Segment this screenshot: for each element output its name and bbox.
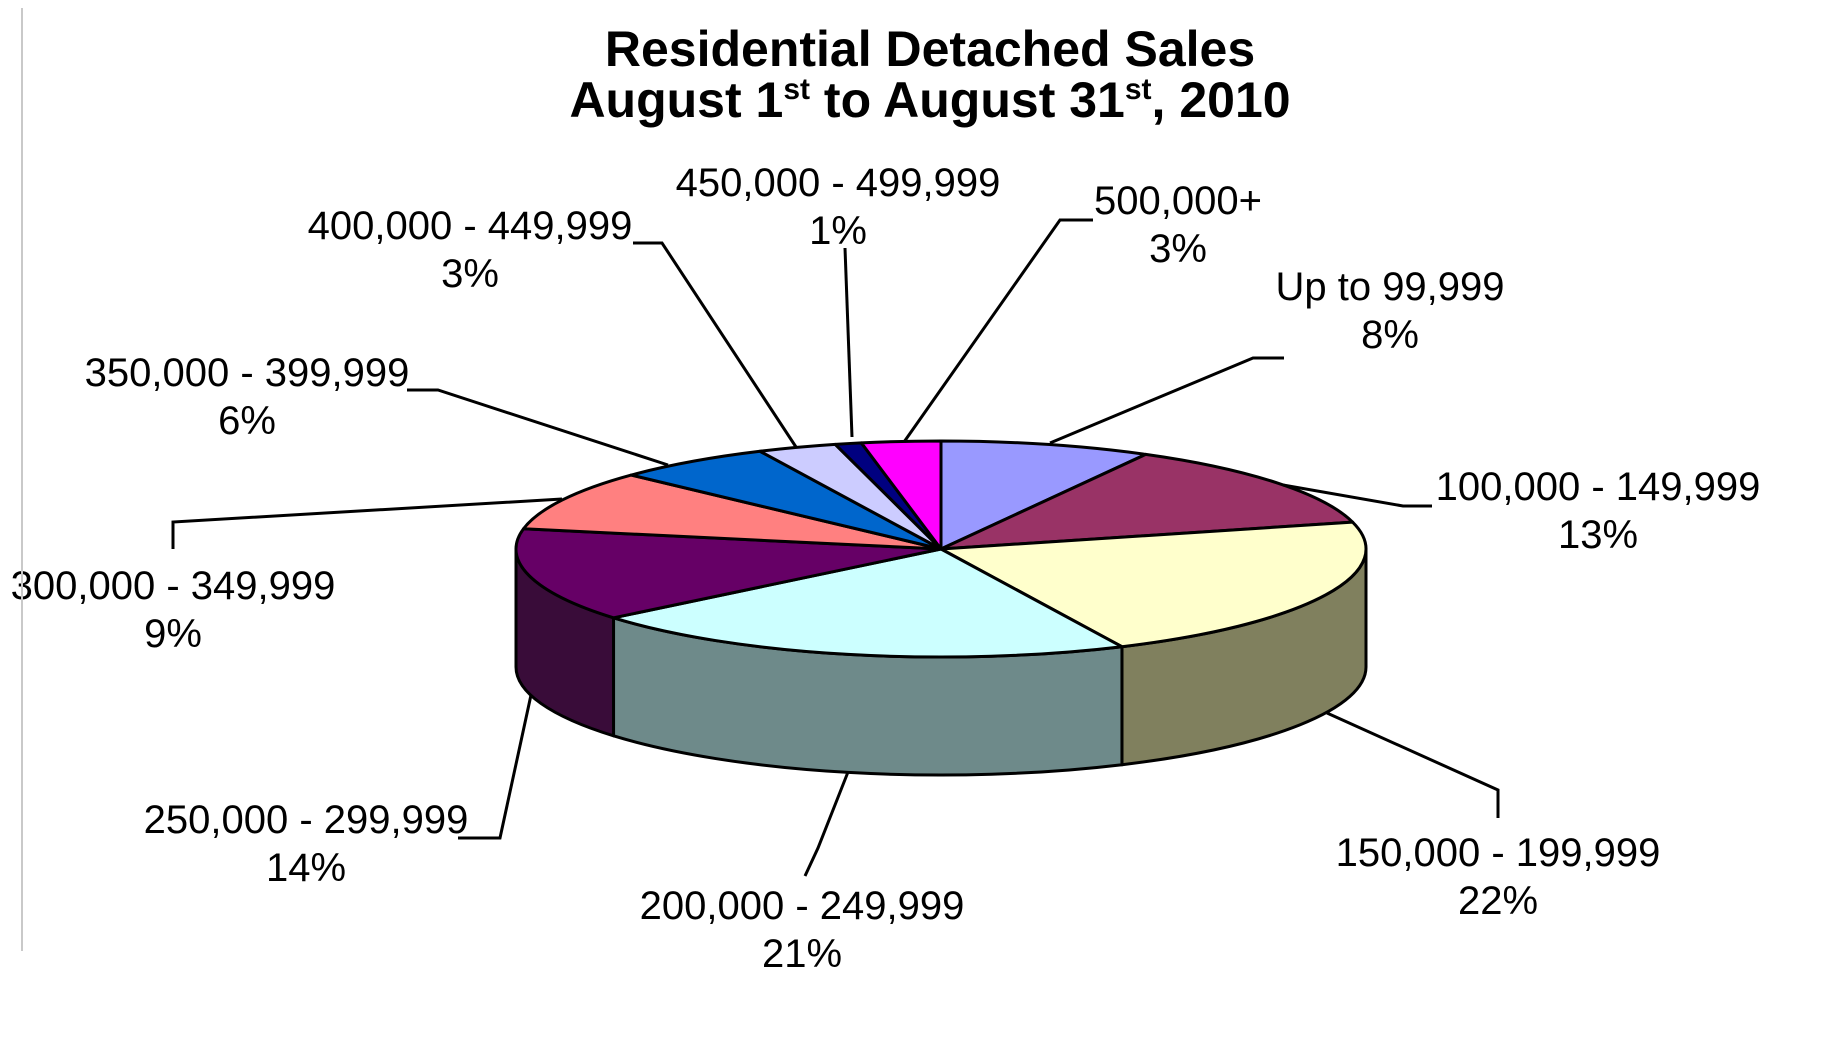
pie-slice-5 xyxy=(522,473,943,551)
leader-line-5 xyxy=(171,497,563,549)
leader-line-0 xyxy=(1049,356,1284,445)
pie-slice-3 xyxy=(612,547,1124,659)
pie-slice-9 xyxy=(859,439,943,551)
leader-line-9 xyxy=(902,218,1093,443)
slice-label-pct-5: 9% xyxy=(144,612,202,656)
chart-title-line2: August 1st to August 31st, 2010 xyxy=(569,72,1290,128)
leader-line-1 xyxy=(1282,483,1432,508)
slice-label-4: 250,000 - 299,999 xyxy=(144,798,469,842)
title-superscript: st xyxy=(783,73,810,106)
slice-label-1: 100,000 - 149,999 xyxy=(1436,465,1761,509)
slice-label-pct-6: 6% xyxy=(218,399,276,443)
slice-label-pct-8: 1% xyxy=(809,209,867,253)
slice-label-9: 500,000+ xyxy=(1094,179,1262,223)
leader-line-4 xyxy=(458,694,533,840)
slice-label-0: Up to 99,999 xyxy=(1275,265,1504,309)
pie-slice-4 xyxy=(514,527,943,620)
slice-label-pct-4: 14% xyxy=(266,846,346,890)
leader-line-6 xyxy=(407,388,669,467)
leader-line-7 xyxy=(633,241,798,448)
slice-label-6: 350,000 - 399,999 xyxy=(85,351,410,395)
slice-label-8: 450,000 - 499,999 xyxy=(676,161,1001,205)
leader-lines xyxy=(171,218,1500,877)
title-superscript: st xyxy=(1125,73,1152,106)
leader-line-2 xyxy=(1326,711,1500,818)
pie-3d-sides xyxy=(514,547,1368,777)
pie-slice-2 xyxy=(939,520,1368,649)
slice-label-5: 300,000 - 349,999 xyxy=(11,564,336,608)
slice-label-pct-0: 8% xyxy=(1361,313,1419,357)
pie-top-slices xyxy=(514,439,1368,659)
chart-title-line1: Residential Detached Sales xyxy=(605,21,1255,77)
leader-line-8 xyxy=(843,247,854,438)
slice-label-pct-9: 3% xyxy=(1149,227,1207,271)
slice-label-pct-1: 13% xyxy=(1558,513,1638,557)
slice-label-pct-2: 22% xyxy=(1458,879,1538,923)
title-text-part: , 2010 xyxy=(1152,72,1291,128)
pie-slice-1 xyxy=(939,452,1355,551)
title-text-part: to August 31 xyxy=(810,72,1125,128)
title-text-part: August 1 xyxy=(569,72,783,128)
leader-line-3 xyxy=(803,771,850,877)
pie-slice-6 xyxy=(629,449,943,551)
slice-label-2: 150,000 - 199,999 xyxy=(1336,831,1661,875)
slice-label-3: 200,000 - 249,999 xyxy=(640,884,965,928)
slice-label-pct-7: 3% xyxy=(441,252,499,296)
slice-label-pct-3: 21% xyxy=(762,932,842,976)
slice-label-7: 400,000 - 449,999 xyxy=(308,204,633,248)
pie-slice-0 xyxy=(939,439,1148,551)
